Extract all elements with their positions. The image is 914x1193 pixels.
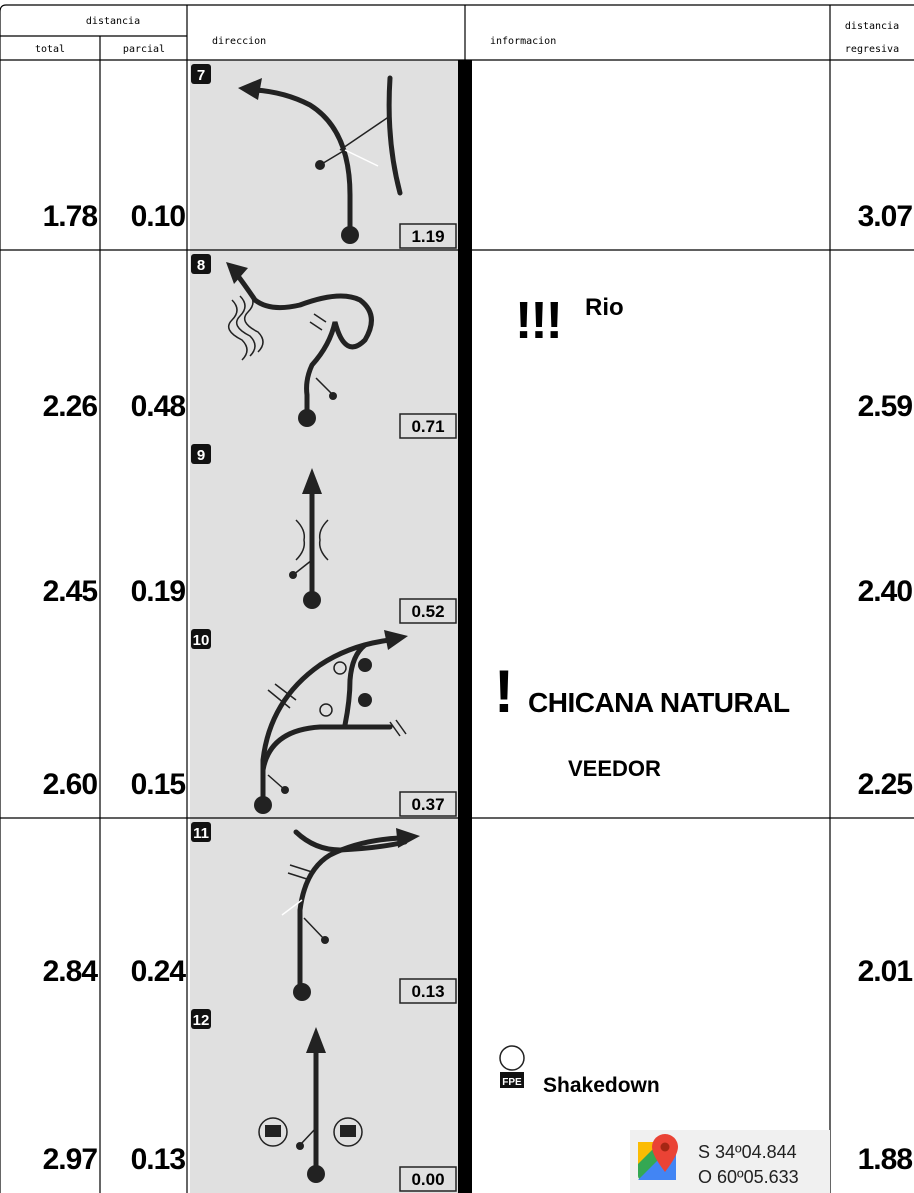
info-text: VEEDOR (568, 756, 661, 781)
tulip-12 (258, 1027, 363, 1183)
maps-icon (638, 1134, 678, 1180)
separator-bar (458, 60, 472, 1193)
distance-box (399, 978, 457, 1004)
header-text: distancia (845, 21, 899, 32)
info-text: Shakedown (543, 1074, 660, 1097)
distance-box (399, 413, 457, 439)
fpe-icon (499, 1045, 525, 1071)
regresiva: 2.59 (858, 390, 913, 423)
distance-box-text: 0.52 (411, 602, 444, 621)
total: 2.45 (43, 575, 98, 608)
parcial: 0.24 (131, 955, 187, 988)
info-text: Rio (585, 294, 624, 321)
distance-box-text: 0.37 (411, 795, 444, 814)
step-number: 9 (197, 447, 205, 464)
total: 1.78 (43, 200, 98, 233)
distance-box-text: 0.71 (411, 417, 444, 436)
tulip-10 (254, 630, 408, 814)
total: 2.84 (43, 955, 99, 988)
tulip-7 (238, 75, 403, 244)
parcial: 0.15 (131, 768, 186, 801)
step-badge (191, 629, 211, 649)
direction-bg (190, 60, 458, 1193)
tulip-11 (281, 828, 420, 1001)
step-badge (191, 444, 211, 464)
danger-mark: ! (494, 658, 514, 725)
header-text: informacion (490, 36, 556, 47)
regresiva: 2.40 (858, 575, 913, 608)
parcial: 0.10 (131, 200, 186, 233)
danger-mark: !!! (515, 292, 561, 350)
fpe-label: FPE (502, 1077, 522, 1088)
header-text: regresiva (845, 44, 899, 55)
distance-box-text: 0.00 (411, 1170, 444, 1189)
total: 2.97 (43, 1143, 98, 1176)
distance-box-text: 0.13 (411, 982, 444, 1001)
distance-box (399, 1166, 457, 1192)
step-number: 7 (197, 67, 205, 84)
distance-box (399, 791, 457, 817)
regresiva: 2.25 (858, 768, 913, 801)
header-text: distancia (86, 16, 140, 27)
distance-box (399, 598, 457, 624)
step-number: 10 (193, 632, 210, 649)
header-text: parcial (123, 44, 165, 55)
gps-text: O 60º05.633 (698, 1167, 799, 1187)
step-badge (191, 64, 211, 84)
total: 2.60 (43, 768, 98, 801)
step-badge (191, 254, 211, 274)
step-number: 12 (193, 1012, 210, 1029)
info-text: CHICANA NATURAL (528, 687, 790, 718)
distance-box-text: 1.19 (411, 227, 444, 246)
step-number: 11 (193, 825, 209, 842)
total: 2.26 (43, 390, 98, 423)
parcial: 0.13 (131, 1143, 186, 1176)
step-badge (191, 1009, 211, 1029)
tulip-8 (226, 262, 374, 427)
parcial: 0.19 (131, 575, 186, 608)
regresiva: 1.88 (858, 1143, 913, 1176)
step-number: 8 (197, 257, 205, 274)
header: distancia total parcial direccion inform… (35, 16, 899, 55)
header-text: total (35, 44, 65, 55)
step-badge (191, 822, 211, 842)
fpe-icon (500, 1072, 524, 1088)
info: !!! Rio ! CHICANA NATURAL VEEDOR FPE Sha… (494, 292, 830, 1193)
grid (0, 4, 914, 1193)
gps-text: S 34º04.844 (698, 1142, 797, 1162)
regresiva: 2.01 (858, 955, 913, 988)
distance-box (399, 223, 457, 249)
header-text: direccion (212, 36, 266, 47)
parcial: 0.48 (131, 390, 186, 423)
tulip-9 (289, 468, 329, 609)
regresiva: 3.07 (858, 200, 913, 233)
